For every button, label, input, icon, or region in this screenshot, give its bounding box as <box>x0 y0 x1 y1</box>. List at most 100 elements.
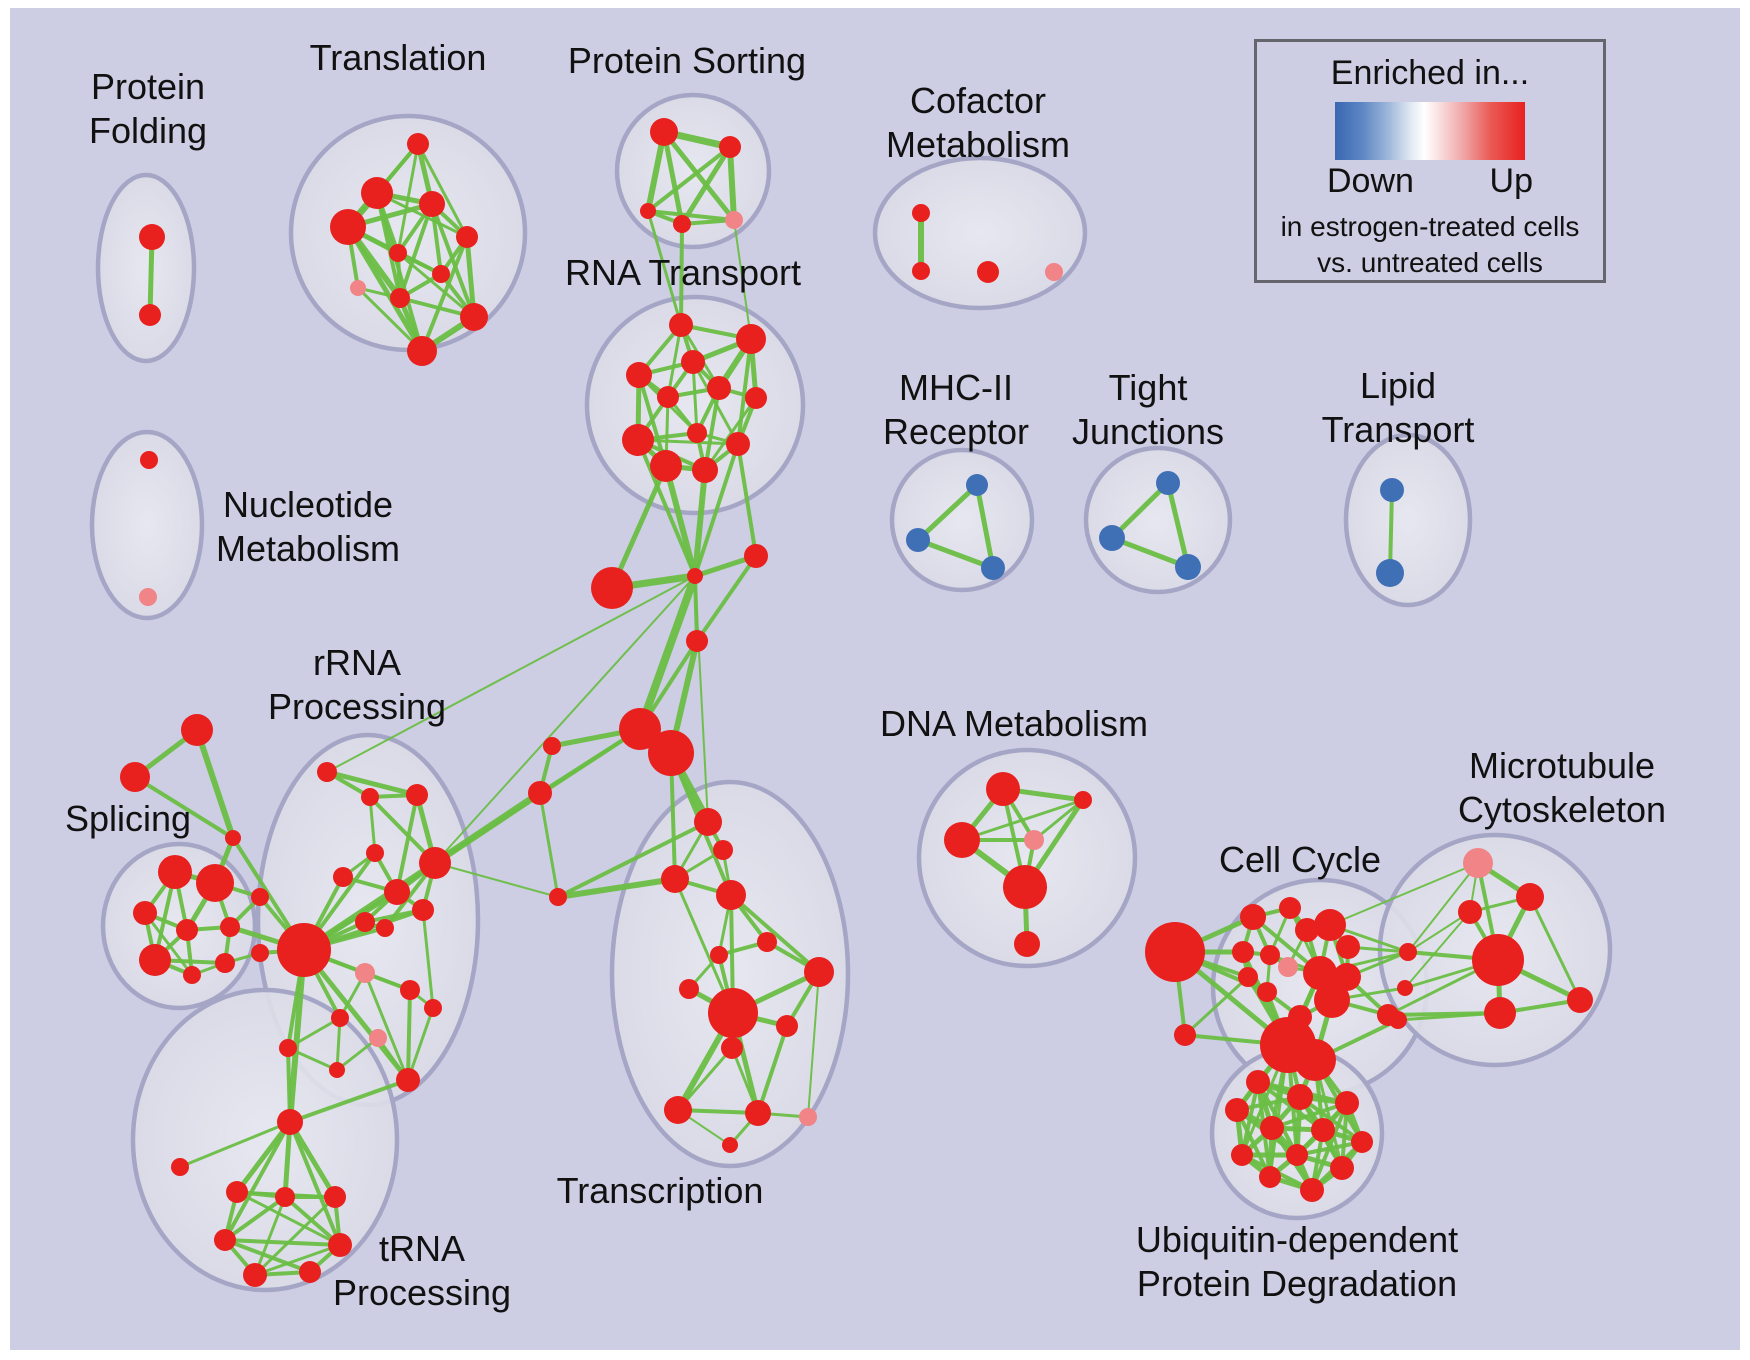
node-red[interactable] <box>687 568 703 584</box>
node-red[interactable] <box>1472 934 1524 986</box>
node-pink[interactable] <box>1045 263 1063 281</box>
node-red[interactable] <box>376 919 394 937</box>
node-red[interactable] <box>1335 1091 1359 1115</box>
node-red[interactable] <box>1260 945 1280 965</box>
node-red[interactable] <box>176 919 198 941</box>
node-red[interactable] <box>139 224 165 250</box>
node-red[interactable] <box>757 932 777 952</box>
node-red[interactable] <box>722 1137 738 1153</box>
node-red[interactable] <box>1314 982 1350 1018</box>
node-red[interactable] <box>220 917 240 937</box>
node-red[interactable] <box>707 376 731 400</box>
node-pink[interactable] <box>139 588 157 606</box>
node-red[interactable] <box>330 209 366 245</box>
node-red[interactable] <box>390 288 410 308</box>
node-red[interactable] <box>619 708 661 750</box>
node-red[interactable] <box>648 730 694 776</box>
node-red[interactable] <box>331 1009 349 1027</box>
node-red[interactable] <box>912 204 930 222</box>
node-pink[interactable] <box>1024 830 1044 850</box>
node-red[interactable] <box>543 737 561 755</box>
node-red[interactable] <box>686 630 708 652</box>
node-red[interactable] <box>736 324 766 354</box>
node-red[interactable] <box>1174 1024 1196 1046</box>
node-red[interactable] <box>1300 1178 1324 1202</box>
node-red[interactable] <box>361 177 393 209</box>
node-blue[interactable] <box>1156 471 1180 495</box>
node-red[interactable] <box>1279 897 1301 919</box>
node-red[interactable] <box>1399 943 1417 961</box>
node-red[interactable] <box>389 244 407 262</box>
node-red[interactable] <box>694 808 722 836</box>
node-red[interactable] <box>407 133 429 155</box>
node-red[interactable] <box>139 304 161 326</box>
node-red[interactable] <box>710 946 728 964</box>
node-pink[interactable] <box>369 1029 387 1047</box>
node-red[interactable] <box>1145 922 1205 982</box>
node-red[interactable] <box>1516 883 1544 911</box>
node-red[interactable] <box>673 215 691 233</box>
node-red[interactable] <box>317 762 337 782</box>
node-red[interactable] <box>1259 1166 1281 1188</box>
node-red[interactable] <box>664 1096 692 1124</box>
node-red[interactable] <box>986 772 1020 806</box>
node-pink[interactable] <box>350 280 366 296</box>
node-red[interactable] <box>1232 941 1254 963</box>
node-red[interactable] <box>708 988 758 1038</box>
node-red[interactable] <box>721 1037 743 1059</box>
node-red[interactable] <box>1225 1098 1249 1122</box>
node-red[interactable] <box>324 1186 346 1208</box>
node-red[interactable] <box>225 830 241 846</box>
node-red[interactable] <box>328 1233 352 1257</box>
node-red[interactable] <box>1286 1144 1308 1166</box>
node-red[interactable] <box>215 953 235 973</box>
node-red[interactable] <box>1074 791 1092 809</box>
node-red[interactable] <box>713 840 733 860</box>
node-red[interactable] <box>650 118 678 146</box>
node-red[interactable] <box>687 423 707 443</box>
node-blue[interactable] <box>906 528 930 552</box>
node-pink[interactable] <box>355 963 375 983</box>
node-red[interactable] <box>744 544 768 568</box>
node-red[interactable] <box>133 901 157 925</box>
node-red[interactable] <box>1231 1144 1253 1166</box>
node-red[interactable] <box>1014 931 1040 957</box>
node-red[interactable] <box>549 888 567 906</box>
node-pink[interactable] <box>725 211 743 229</box>
node-red[interactable] <box>716 880 746 910</box>
node-red[interactable] <box>456 226 478 248</box>
node-red[interactable] <box>657 386 679 408</box>
node-red[interactable] <box>1389 1011 1407 1029</box>
node-red[interactable] <box>412 899 434 921</box>
node-blue[interactable] <box>1175 554 1201 580</box>
node-red[interactable] <box>1238 967 1258 987</box>
node-red[interactable] <box>279 1039 297 1057</box>
node-red[interactable] <box>1240 904 1266 930</box>
node-red[interactable] <box>419 847 451 879</box>
node-red[interactable] <box>196 864 234 902</box>
node-red[interactable] <box>640 203 656 219</box>
node-red[interactable] <box>1257 982 1277 1002</box>
node-red[interactable] <box>1458 900 1482 924</box>
node-blue[interactable] <box>1376 559 1404 587</box>
node-red[interactable] <box>140 451 158 469</box>
node-red[interactable] <box>719 136 741 158</box>
node-red[interactable] <box>400 980 420 1000</box>
node-red[interactable] <box>406 784 428 806</box>
node-blue[interactable] <box>981 556 1005 580</box>
node-red[interactable] <box>591 567 633 609</box>
node-blue[interactable] <box>966 474 988 496</box>
node-red[interactable] <box>366 844 384 862</box>
node-red[interactable] <box>1260 1116 1284 1140</box>
node-red[interactable] <box>120 762 150 792</box>
node-red[interactable] <box>745 387 767 409</box>
node-red[interactable] <box>419 191 445 217</box>
node-red[interactable] <box>277 1109 303 1135</box>
node-red[interactable] <box>622 424 654 456</box>
node-red[interactable] <box>528 781 552 805</box>
node-red[interactable] <box>384 879 410 905</box>
node-red[interactable] <box>1351 1131 1373 1153</box>
node-pink[interactable] <box>1463 848 1493 878</box>
node-red[interactable] <box>424 999 442 1017</box>
node-red[interactable] <box>355 912 375 932</box>
